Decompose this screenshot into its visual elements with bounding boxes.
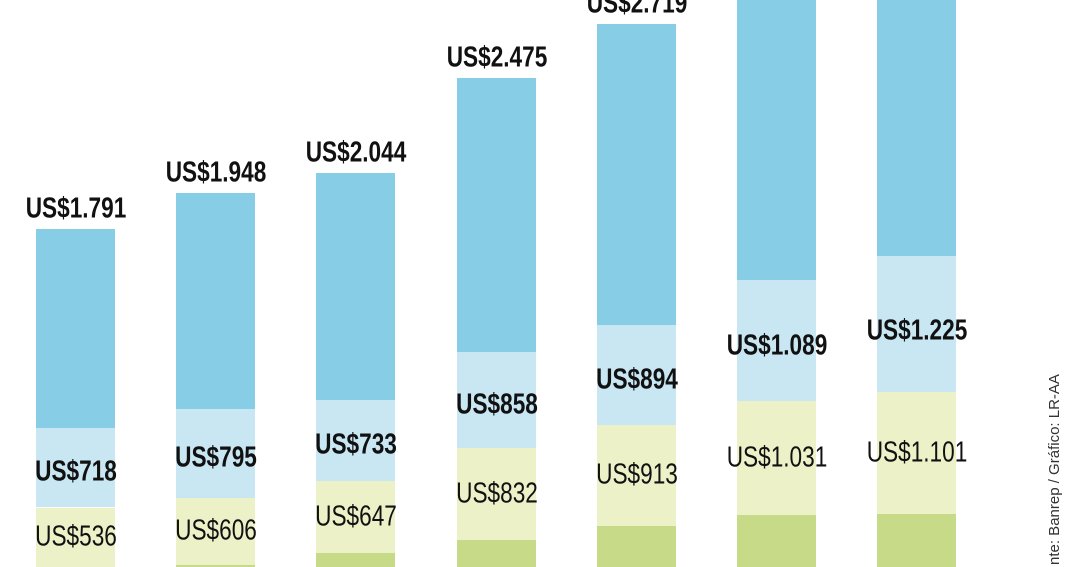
data-label-light-blue: US$718 xyxy=(34,455,117,488)
data-label-light-yellow: US$536 xyxy=(34,520,117,553)
bar-segment-green xyxy=(176,565,255,567)
data-label-light-yellow: US$832 xyxy=(455,477,538,510)
data-label-light-yellow: US$606 xyxy=(174,514,257,547)
bar-segment-total xyxy=(176,193,255,410)
bar-segment-green xyxy=(457,540,536,567)
bar-segment-total xyxy=(36,229,115,428)
data-label-light-blue: US$733 xyxy=(314,428,397,461)
data-label-total: US$1.791 xyxy=(25,192,126,225)
bar-segment-light-blue xyxy=(176,409,255,498)
bar-segment-light-yellow xyxy=(737,400,816,515)
bar-segment-total xyxy=(737,0,816,280)
bar-segment-light-yellow xyxy=(316,481,395,553)
bar-segment-green xyxy=(597,526,676,567)
bar-segment-total xyxy=(597,23,676,326)
data-label-light-yellow: US$647 xyxy=(314,500,397,533)
data-label-light-blue: US$1.089 xyxy=(726,329,827,362)
bar-segment-light-yellow xyxy=(36,507,115,567)
data-label-light-blue: US$894 xyxy=(595,363,678,396)
source-note: nte: Banrep / Gráfico: LR-AA xyxy=(1046,374,1063,565)
data-label-light-blue: US$858 xyxy=(455,388,538,421)
data-label-light-yellow: US$1.101 xyxy=(866,436,967,469)
bar-segment-total xyxy=(316,172,395,400)
bar-segment-green xyxy=(316,553,395,567)
bar-segment-green xyxy=(737,515,816,567)
bar-segment-light-blue xyxy=(737,279,816,401)
data-label-light-blue: US$1.225 xyxy=(866,314,967,347)
data-label-total: US$1.948 xyxy=(165,156,266,189)
bar-segment-light-yellow xyxy=(176,497,255,565)
bar-segment-light-blue xyxy=(597,325,676,425)
data-label-light-blue: US$795 xyxy=(174,441,257,474)
bar-segment-light-blue xyxy=(877,255,956,392)
bar-segment-light-yellow xyxy=(597,424,676,526)
bar-segment-light-blue xyxy=(457,352,536,448)
data-label-light-yellow: US$913 xyxy=(595,458,678,491)
bar-segment-light-yellow xyxy=(457,447,536,540)
data-label-total: US$2.044 xyxy=(305,136,406,169)
bar-segment-green xyxy=(877,514,956,567)
bar-segment-total xyxy=(877,0,956,256)
bar-segment-light-blue xyxy=(36,427,115,508)
data-label-total: US$2.719 xyxy=(586,0,687,20)
bar-segment-light-blue xyxy=(316,399,395,482)
data-label-light-yellow: US$1.031 xyxy=(726,441,827,474)
bar-segment-light-yellow xyxy=(877,391,956,514)
data-label-total: US$2.475 xyxy=(446,41,547,74)
bar-segment-total xyxy=(457,77,536,353)
